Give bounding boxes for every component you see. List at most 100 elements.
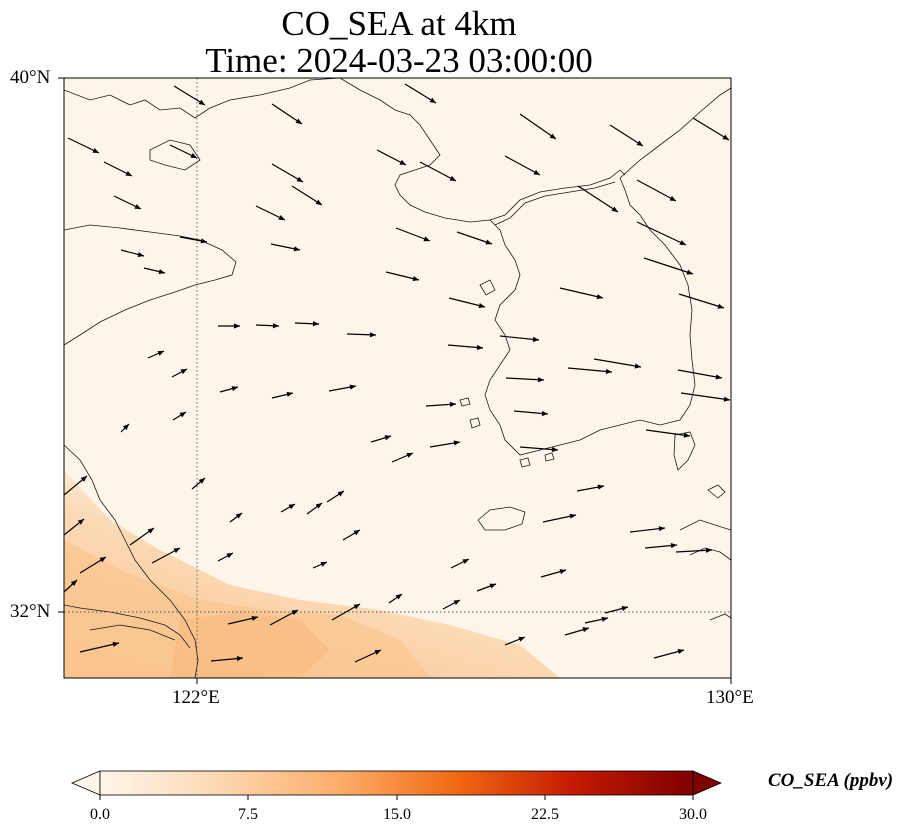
wind-vector-head <box>677 649 684 655</box>
wind-vectors <box>64 83 731 663</box>
wind-vector-head <box>353 604 360 610</box>
wind-vector <box>404 83 437 104</box>
colorbar-gradient <box>99 770 694 796</box>
coastlines <box>64 78 731 678</box>
wind-vector-head <box>157 351 164 356</box>
wind-vector-head <box>462 559 469 565</box>
wind-vector-head <box>122 424 129 431</box>
axis-ticks <box>58 77 732 684</box>
wind-vector-head <box>532 336 539 342</box>
wind-vector <box>678 293 725 309</box>
wind-vector-head <box>173 548 180 554</box>
wind-vector-head <box>634 363 641 369</box>
wind-vector <box>504 155 541 176</box>
wind-vector-head <box>478 303 485 309</box>
wind-vector-head <box>399 159 406 165</box>
wind-vector-head <box>601 616 608 622</box>
wind-vector-head <box>395 594 402 600</box>
wind-vector-head <box>198 99 205 105</box>
wind-vector-head <box>288 504 295 510</box>
wind-vector <box>456 231 493 245</box>
wind-vector-head <box>670 542 677 549</box>
map-plot-area <box>64 78 731 678</box>
wind-vector <box>692 117 730 141</box>
wind-vector-head <box>518 636 525 642</box>
wind-vector-head <box>158 269 165 275</box>
wind-vector-head <box>705 547 712 553</box>
wind-vector-head <box>683 432 690 438</box>
wind-vector-head <box>597 484 604 490</box>
wind-vector-head <box>717 303 724 309</box>
wind-vector-head <box>549 133 556 139</box>
wind-vector-head <box>286 391 293 397</box>
wind-vector-head <box>312 321 319 327</box>
wind-vector-head <box>605 368 612 375</box>
gridlines <box>64 78 731 678</box>
wind-vector-head <box>537 377 544 383</box>
wind-vector-head <box>453 600 460 606</box>
wind-vector-head <box>235 513 242 519</box>
wind-vector <box>271 103 303 125</box>
wind-vector-head <box>226 553 233 559</box>
field-high-peak <box>170 612 330 678</box>
field-high-core <box>64 540 430 678</box>
lon-label-122E: 122°E <box>172 687 220 708</box>
wind-vector-head <box>251 615 258 621</box>
wind-vector-head <box>715 374 722 380</box>
wind-vector-head <box>679 240 686 245</box>
colorbar-tick-label: 7.5 <box>238 806 258 823</box>
wind-vector <box>577 185 619 213</box>
wind-vector-head <box>295 118 302 124</box>
colorbar-extend-high <box>692 770 723 796</box>
wind-vector <box>79 642 120 653</box>
wind-vector-head <box>533 169 540 175</box>
wind-vector <box>419 161 457 182</box>
wind-vector-head <box>384 435 391 441</box>
wind-vector-head <box>636 140 643 146</box>
wind-vector-head <box>723 396 730 402</box>
wind-vector <box>636 221 687 246</box>
wind-vector-head <box>374 650 381 655</box>
wind-vector-head <box>449 175 456 181</box>
wind-vector-head <box>137 251 144 258</box>
wind-vector <box>559 287 604 299</box>
map-title: CO_SEA at 4km <box>281 4 517 43</box>
wind-vector <box>645 429 691 437</box>
wind-vector-head <box>291 610 298 616</box>
wind-vector-head <box>722 134 729 140</box>
colorbar-tick-label: 0.0 <box>90 806 110 823</box>
wind-vector <box>609 124 644 147</box>
wind-vector-head <box>278 215 285 220</box>
wind-vector-head <box>541 410 548 417</box>
lon-label-130E: 130°E <box>706 687 754 708</box>
wind-vector-head <box>99 557 106 563</box>
map-frame <box>63 77 732 679</box>
wind-vector-head <box>77 519 84 525</box>
wind-vector-head <box>669 195 676 201</box>
wind-vector <box>448 297 486 308</box>
wind-vector-head <box>569 513 576 519</box>
wind-vector-head <box>611 206 618 212</box>
wind-vector-head <box>353 530 360 536</box>
wind-vector <box>680 392 731 401</box>
wind-vector-head <box>349 384 356 390</box>
wind-vector-head <box>485 239 492 245</box>
wind-vector-head <box>272 323 279 329</box>
wind-vector <box>643 257 694 275</box>
wind-vector-head <box>125 170 132 176</box>
colorbar-tick-label: 22.5 <box>531 806 559 823</box>
wind-vector-head <box>369 332 376 338</box>
wind-vector-head <box>686 269 693 275</box>
wind-vector <box>173 85 206 106</box>
wind-vector-head <box>429 97 436 103</box>
map-subtitle: Time: 2024-03-23 03:00:00 <box>205 41 593 80</box>
wind-vector-head <box>582 627 589 633</box>
wind-vector <box>499 335 540 341</box>
wind-vector <box>505 377 545 381</box>
wind-vector-head <box>596 294 603 300</box>
wind-vector-head <box>198 478 205 484</box>
wind-vector-head <box>489 583 496 589</box>
wind-vector-head <box>559 569 566 575</box>
wind-vector <box>519 113 557 140</box>
